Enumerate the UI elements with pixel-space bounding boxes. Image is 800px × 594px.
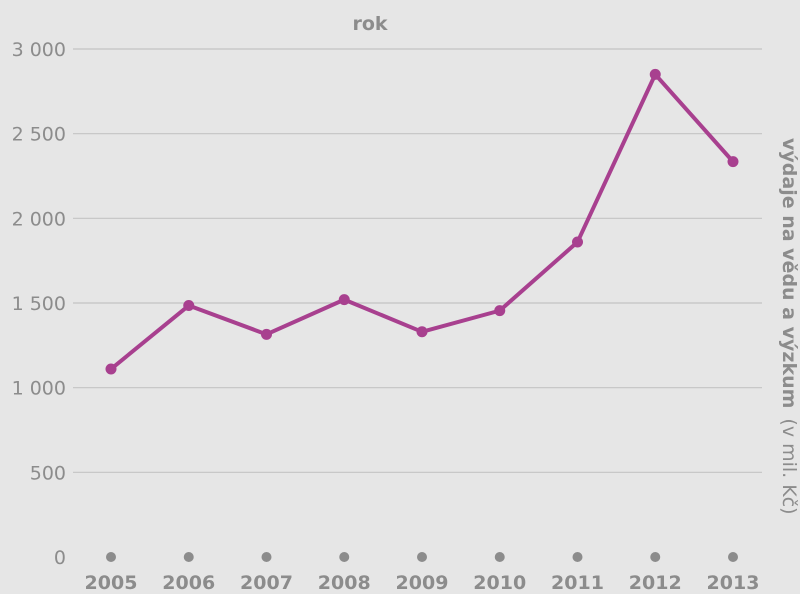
x-tick-label: 2010	[473, 572, 526, 594]
y-tick-label: 1 000	[12, 378, 66, 400]
data-point	[494, 305, 506, 317]
data-point	[649, 68, 661, 80]
x-tick-label: 2012	[629, 572, 682, 594]
y-tick-label: 3 000	[12, 39, 66, 61]
x-tick-label: 2008	[318, 572, 371, 594]
y-axis-label-unit: (v mil. Kč)	[778, 418, 800, 514]
series-line	[109, 72, 735, 372]
baseline-marker	[339, 552, 350, 562]
series	[105, 68, 739, 375]
y-axis-label-main: výdaje na vědu a výzkum	[778, 138, 800, 408]
x-tick-label: 2013	[707, 572, 760, 594]
x-axis-label: rok	[352, 13, 387, 35]
x-tick-labels: 2005 2006 2007 2008 2009 2010 2011 2012 2013	[85, 572, 760, 594]
y-tick-label: 2 000	[12, 208, 66, 230]
baseline-marker	[572, 552, 583, 562]
gridlines	[73, 48, 762, 473]
x-tick-label: 2006	[162, 572, 215, 594]
x-tick-label: 2005	[85, 572, 138, 594]
data-point	[105, 363, 117, 375]
data-point	[183, 300, 195, 312]
baseline-markers	[106, 552, 738, 562]
baseline-marker	[106, 552, 116, 562]
baseline-marker	[417, 552, 427, 562]
x-tick-label: 2007	[240, 572, 293, 594]
y-tick-label: 1 500	[12, 293, 66, 315]
y-tick-label: 2 500	[12, 124, 66, 146]
data-point	[338, 294, 350, 306]
baseline-marker	[261, 552, 272, 562]
y-tick-label: 500	[30, 462, 66, 484]
data-point	[727, 156, 739, 168]
y-tick-labels: 0 500 1 000 1 500 2 000 2 500 3 000	[12, 39, 66, 569]
baseline-marker	[494, 552, 505, 562]
y-tick-label: 0	[54, 547, 66, 569]
baseline-marker	[183, 552, 194, 562]
x-tick-label: 2011	[551, 572, 604, 594]
baseline-marker	[728, 552, 738, 562]
baseline-marker	[650, 552, 661, 562]
data-point	[416, 326, 428, 338]
x-tick-label: 2009	[396, 572, 449, 594]
y-axis-label: výdaje na vědu a výzkum (v mil. Kč)	[778, 138, 800, 515]
data-point	[261, 328, 272, 340]
data-point	[572, 236, 583, 248]
